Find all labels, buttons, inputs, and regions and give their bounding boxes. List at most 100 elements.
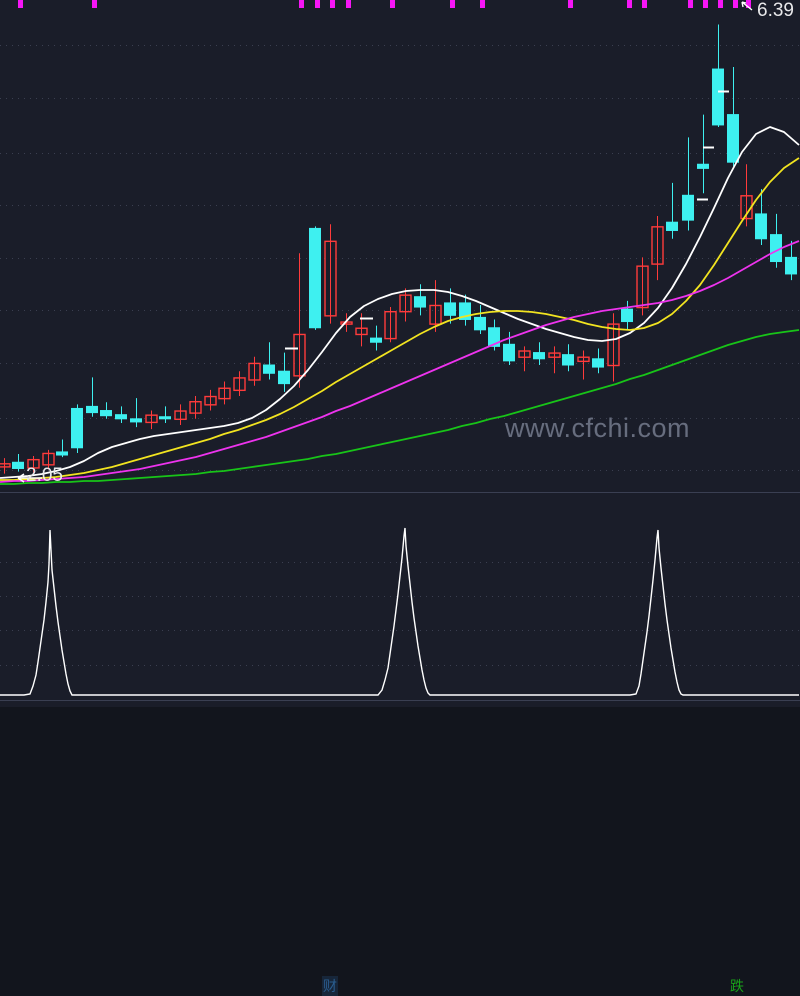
candlestick[interactable] xyxy=(518,346,531,372)
candlestick[interactable] xyxy=(607,313,620,382)
candlestick[interactable] xyxy=(785,240,797,281)
ma-line-ma-yellow xyxy=(0,157,800,481)
candle-body-hollow xyxy=(518,350,531,358)
candlestick[interactable] xyxy=(263,342,275,380)
candlestick[interactable] xyxy=(592,348,604,374)
indicator-line xyxy=(0,527,799,696)
candlestick[interactable] xyxy=(621,300,633,330)
candle-body-filled xyxy=(697,163,709,169)
candle-body-filled xyxy=(278,370,290,385)
indicator-panel[interactable] xyxy=(0,510,800,700)
candlestick[interactable] xyxy=(71,404,83,453)
candlestick[interactable] xyxy=(414,284,426,316)
candle-body-filled xyxy=(115,414,127,420)
candle-body-filled xyxy=(592,358,604,368)
candlestick[interactable] xyxy=(577,350,590,380)
candlestick[interactable] xyxy=(233,371,246,397)
candlestick[interactable] xyxy=(712,24,724,127)
low-arrow-icon xyxy=(17,473,42,483)
candle-body-filled xyxy=(263,364,275,374)
stock-chart-app: www.cfchi.com 6.39 2.05 财 跌 火箭拉伸副图：0.00 xyxy=(0,0,800,707)
candlestick[interactable] xyxy=(309,226,321,330)
candle-body-filled xyxy=(459,302,471,320)
top-tick-marker xyxy=(18,0,23,8)
candlestick[interactable] xyxy=(248,356,261,386)
candlestick[interactable] xyxy=(488,319,500,351)
candlestick[interactable] xyxy=(697,114,709,194)
candle-body-hollow xyxy=(429,304,442,325)
candle-body-hollow xyxy=(0,463,11,468)
candle-body-hollow xyxy=(355,327,368,336)
candlestick[interactable] xyxy=(324,224,337,324)
ma-line-ma-green xyxy=(0,329,800,485)
top-tick-marker xyxy=(642,0,647,8)
candlestick[interactable] xyxy=(159,406,171,423)
candlestick[interactable] xyxy=(666,182,678,239)
candlestick[interactable] xyxy=(384,307,397,343)
candlestick[interactable] xyxy=(56,439,68,458)
candlestick[interactable] xyxy=(682,137,694,231)
candle-body-filled xyxy=(71,407,83,449)
candle-body-filled xyxy=(682,194,694,221)
candlestick[interactable] xyxy=(204,389,217,411)
candlestick[interactable] xyxy=(293,253,306,388)
candlestick[interactable] xyxy=(562,344,574,372)
candlestick[interactable] xyxy=(218,381,231,405)
candlestick[interactable] xyxy=(86,377,98,417)
candle-body-filled xyxy=(12,461,24,469)
candlestick[interactable] xyxy=(12,453,24,472)
bottom-fill xyxy=(0,701,800,707)
candle-body-filled xyxy=(621,308,633,323)
candle-body-hollow xyxy=(399,294,412,313)
candlestick[interactable] xyxy=(459,294,471,326)
candlestick[interactable] xyxy=(727,66,739,167)
top-tick-marker xyxy=(315,0,320,8)
candlestick[interactable] xyxy=(278,352,290,392)
top-tick-marker xyxy=(703,0,708,8)
candle-body-filled xyxy=(444,302,456,316)
candlestick[interactable] xyxy=(174,404,187,426)
candle-body-filled xyxy=(56,451,68,456)
candle-body-hollow xyxy=(233,377,246,392)
high-price-label: 6.39 xyxy=(757,0,794,21)
candlestick[interactable] xyxy=(189,396,202,419)
candlestick[interactable] xyxy=(27,456,40,473)
top-tick-marker xyxy=(450,0,455,8)
indicator-svg[interactable] xyxy=(0,510,800,700)
candlestick[interactable] xyxy=(651,215,664,281)
high-arrow-icon xyxy=(741,1,753,11)
candlestick[interactable] xyxy=(533,342,545,365)
panel-divider xyxy=(0,492,800,493)
candlestick[interactable] xyxy=(145,410,158,430)
candlestick[interactable] xyxy=(740,164,753,227)
candle-body-hollow xyxy=(293,333,306,377)
top-tick-marker xyxy=(330,0,335,8)
candlestick[interactable] xyxy=(429,280,442,332)
candle-body-hollow xyxy=(145,414,158,424)
price-chart-svg[interactable] xyxy=(0,0,800,492)
candlestick[interactable] xyxy=(399,288,412,322)
candle-body-hollow xyxy=(324,240,337,317)
candlestick[interactable] xyxy=(130,398,142,428)
top-tick-marker xyxy=(568,0,573,8)
candle-body-filled xyxy=(503,343,515,362)
candle-body-hollow xyxy=(636,265,649,309)
candlestick[interactable] xyxy=(42,449,55,470)
candlestick[interactable] xyxy=(548,346,561,374)
candlestick[interactable] xyxy=(0,458,11,474)
candle-body-filled xyxy=(370,337,382,343)
candle-body-filled xyxy=(159,416,171,420)
candle-body-hollow xyxy=(189,401,202,414)
candlestick[interactable] xyxy=(370,325,382,351)
candlestick[interactable] xyxy=(115,406,127,423)
label-cai: 财 xyxy=(322,976,338,996)
top-tick-marker xyxy=(480,0,485,8)
top-tick-marker xyxy=(346,0,351,8)
candlestick[interactable] xyxy=(444,288,456,324)
candlestick[interactable] xyxy=(770,213,782,268)
candlestick[interactable] xyxy=(755,189,767,245)
candle-body-filled xyxy=(562,354,574,366)
price-chart-panel[interactable] xyxy=(0,0,800,492)
candlestick[interactable] xyxy=(100,402,112,419)
candlestick[interactable] xyxy=(474,304,486,334)
